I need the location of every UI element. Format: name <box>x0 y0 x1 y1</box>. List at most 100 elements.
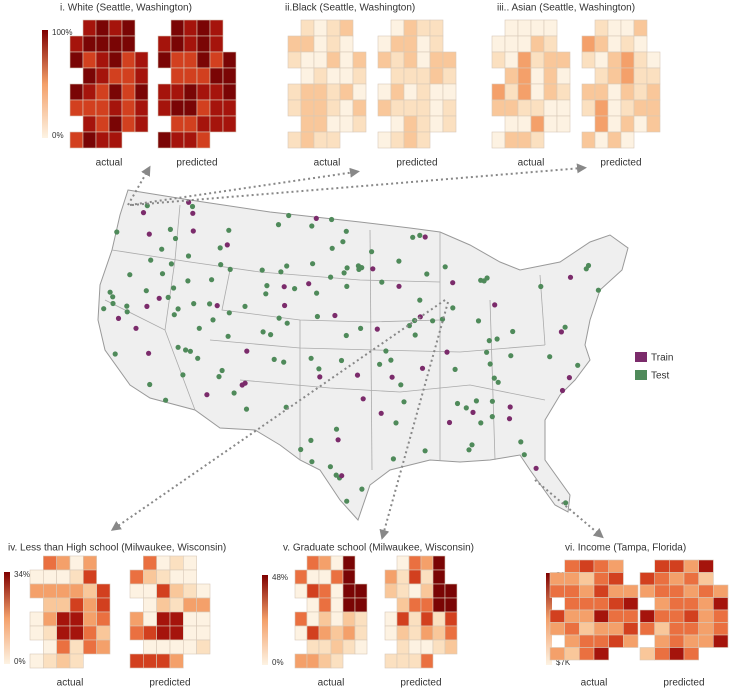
region <box>633 51 648 69</box>
location-dot <box>281 359 287 365</box>
map-label: actual <box>581 678 608 689</box>
choropleth-map <box>377 19 457 149</box>
region <box>42 569 57 585</box>
region <box>429 35 444 53</box>
region <box>196 131 211 149</box>
map-label: predicted <box>176 158 217 169</box>
region <box>639 647 655 661</box>
location-dot <box>286 212 292 219</box>
region <box>326 115 341 133</box>
region <box>156 583 171 599</box>
region <box>313 67 328 85</box>
region <box>330 555 344 571</box>
region <box>69 83 84 101</box>
region <box>129 611 144 627</box>
region <box>143 625 157 641</box>
region <box>390 83 405 101</box>
location-dot <box>308 437 314 443</box>
location-dot <box>339 473 345 479</box>
location-dot <box>333 472 339 478</box>
region <box>339 19 354 37</box>
region <box>170 67 185 85</box>
region <box>578 572 595 586</box>
location-dot <box>446 419 453 426</box>
location-dot <box>575 362 581 368</box>
region <box>294 583 308 599</box>
region <box>416 115 431 133</box>
region <box>183 99 198 117</box>
region <box>377 83 392 101</box>
region <box>69 583 84 599</box>
region <box>169 597 184 613</box>
region <box>593 572 609 586</box>
region <box>300 131 315 149</box>
map-label: actual <box>518 158 545 169</box>
region <box>408 569 422 585</box>
location-dot <box>559 387 566 394</box>
region <box>318 611 332 627</box>
region <box>183 555 197 571</box>
location-dot <box>359 486 365 492</box>
region <box>432 569 446 585</box>
region <box>698 572 714 586</box>
region <box>429 115 444 133</box>
location-dot <box>492 302 498 308</box>
region <box>429 51 444 69</box>
region <box>608 584 624 598</box>
region <box>287 35 302 53</box>
region <box>633 115 648 133</box>
region <box>306 639 320 655</box>
region <box>578 597 595 611</box>
region <box>313 35 328 53</box>
region <box>196 67 211 85</box>
region <box>300 51 315 69</box>
region <box>564 572 580 586</box>
region <box>581 51 596 69</box>
location-dot <box>452 366 458 372</box>
region <box>622 584 639 598</box>
region <box>306 555 320 571</box>
location-dot <box>282 302 288 309</box>
region <box>564 597 580 611</box>
region <box>581 35 596 53</box>
colorbar <box>4 572 10 664</box>
region <box>318 639 332 655</box>
location-dot <box>495 379 501 385</box>
location-dot <box>140 210 147 216</box>
choropleth-map <box>384 555 458 669</box>
location-dot <box>165 294 171 300</box>
colorbar <box>546 573 552 665</box>
region <box>578 647 595 661</box>
map-label: actual <box>318 678 345 689</box>
region <box>396 639 410 655</box>
location-dot <box>360 396 366 402</box>
region <box>42 555 57 571</box>
panel-title: i. White (Seattle, Washington) <box>60 3 192 14</box>
location-dot <box>417 314 423 320</box>
region <box>83 611 97 627</box>
region <box>183 51 198 69</box>
region <box>108 35 123 53</box>
region <box>504 51 519 69</box>
region <box>143 639 157 655</box>
region <box>300 115 315 133</box>
region <box>169 611 184 627</box>
region <box>556 83 571 101</box>
region <box>377 99 392 117</box>
location-dot <box>377 361 383 367</box>
region <box>578 609 595 623</box>
region <box>300 83 315 101</box>
location-dot <box>344 265 350 271</box>
region <box>134 83 149 101</box>
region <box>396 653 410 669</box>
location-dot <box>358 325 364 331</box>
region <box>390 35 405 53</box>
region <box>420 639 434 655</box>
region <box>668 609 685 623</box>
region <box>129 583 144 599</box>
region <box>390 115 405 133</box>
region <box>504 99 519 117</box>
region <box>712 609 729 623</box>
region <box>143 611 157 627</box>
region <box>442 83 457 101</box>
